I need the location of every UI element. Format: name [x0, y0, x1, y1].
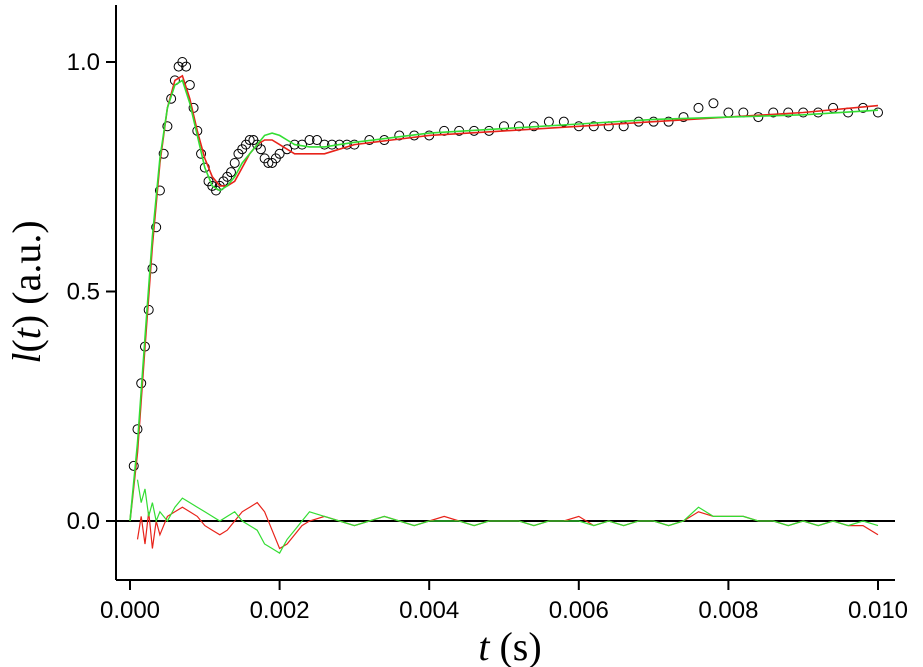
x-tick-label: 0.008 [698, 597, 758, 624]
data-point [693, 102, 704, 113]
x-axis-title: t (s) [478, 624, 541, 667]
data-point [558, 116, 569, 127]
data-point [723, 107, 734, 118]
x-tick-label: 0.010 [848, 597, 908, 624]
plot-frame [115, 5, 895, 581]
x-axis-unit-spacer [489, 624, 499, 667]
data-point [753, 112, 764, 123]
residual-green-line [136, 479, 879, 554]
data-point [151, 222, 162, 233]
y-tick-label: 1.0 [67, 49, 100, 76]
data-point [181, 61, 192, 72]
y-axis-paren-close: ) [4, 305, 49, 328]
data-point [274, 148, 285, 159]
data-point [312, 135, 322, 146]
y-axis-argument: t [4, 327, 49, 339]
y-axis-paren-open: ( [4, 339, 49, 352]
data-point [147, 263, 158, 274]
data-point [128, 460, 139, 471]
fit-green-curve [129, 79, 879, 522]
y-tick-label: 0.5 [67, 279, 100, 306]
data-point [319, 139, 330, 150]
data-point [768, 107, 779, 118]
data-point [162, 121, 173, 132]
x-tick-label: 0.002 [250, 597, 310, 624]
series-layer [128, 57, 883, 554]
data-points [128, 57, 883, 471]
y-ticks: 0.0 0.5 1.0 [67, 49, 116, 535]
data-point [244, 135, 255, 146]
data-point [229, 157, 240, 168]
x-axis-variable: t [478, 624, 490, 667]
data-point [158, 148, 169, 159]
y-axis-variable: l [4, 353, 49, 364]
y-axis-unit: (a.u.) [4, 220, 49, 304]
x-tick-label: 0.006 [549, 597, 609, 624]
x-axis-unit: (s) [499, 624, 541, 667]
residual-green [136, 479, 879, 554]
x-tick-label: 0.004 [399, 597, 459, 624]
data-point [263, 157, 274, 168]
data-point [813, 107, 824, 118]
data-point [304, 135, 315, 146]
data-point [828, 102, 839, 113]
data-point [439, 125, 450, 136]
data-point [225, 167, 236, 178]
y-tick-label: 0.0 [67, 508, 100, 535]
x-tick-label: 0.000 [100, 597, 160, 624]
data-point [543, 116, 554, 127]
data-point [154, 185, 165, 196]
x-ticks: 0.000 0.002 0.004 0.006 0.008 0.010 [100, 580, 908, 624]
y-axis-title: l(t) (a.u.) [4, 220, 49, 363]
data-point [255, 144, 266, 155]
fit-green-curve-line [129, 79, 879, 522]
data-point [873, 107, 883, 118]
data-point [708, 98, 719, 109]
data-point [282, 144, 293, 155]
data-point [678, 112, 689, 123]
